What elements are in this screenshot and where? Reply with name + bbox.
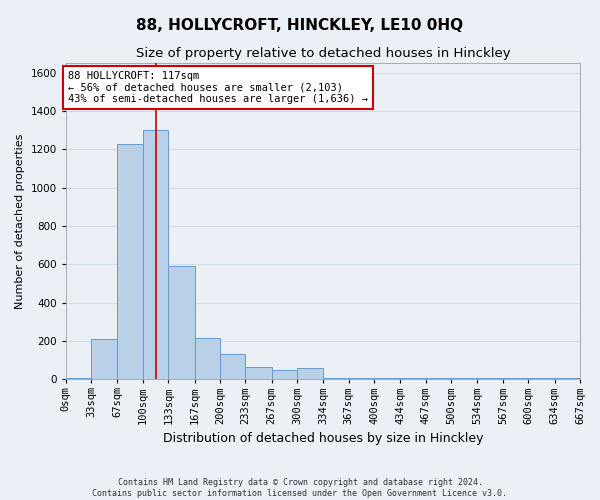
X-axis label: Distribution of detached houses by size in Hinckley: Distribution of detached houses by size … [163,432,483,445]
Bar [400,378,426,379]
Bar [478,378,503,379]
Bar [451,378,478,379]
Bar [245,367,272,379]
Text: 88, HOLLYCROFT, HINCKLEY, LE10 0HQ: 88, HOLLYCROFT, HINCKLEY, LE10 0HQ [136,18,464,32]
Bar [272,370,297,379]
Text: 88 HOLLYCROFT: 117sqm
← 56% of detached houses are smaller (2,103)
43% of semi-d: 88 HOLLYCROFT: 117sqm ← 56% of detached … [68,70,368,104]
Bar [143,130,169,379]
Bar [66,378,91,379]
Bar [220,354,245,379]
Bar [503,378,529,379]
Bar [554,378,580,379]
Bar [349,378,374,379]
Bar [118,144,143,379]
Bar [297,368,323,379]
Bar [374,378,400,379]
Bar [194,338,220,379]
Bar [426,378,451,379]
Bar [529,378,554,379]
Y-axis label: Number of detached properties: Number of detached properties [15,134,25,309]
Bar [169,266,194,379]
Bar [91,339,118,379]
Title: Size of property relative to detached houses in Hinckley: Size of property relative to detached ho… [136,48,510,60]
Text: Contains HM Land Registry data © Crown copyright and database right 2024.
Contai: Contains HM Land Registry data © Crown c… [92,478,508,498]
Bar [323,378,349,379]
